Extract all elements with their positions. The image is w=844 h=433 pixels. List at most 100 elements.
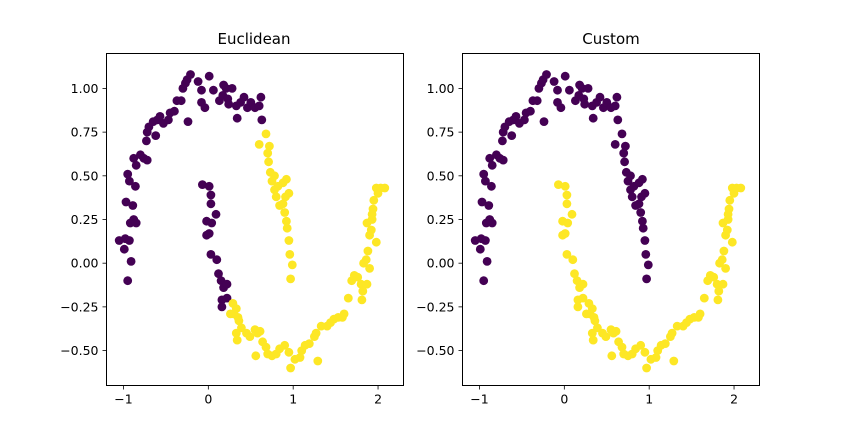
- euclidean-point-1-66: [264, 157, 273, 167]
- custom-point-1-25: [651, 353, 661, 362]
- euclidean-point-0-59: [204, 181, 214, 191]
- custom-point-1-8: [588, 335, 598, 345]
- custom-point-1-38: [695, 309, 705, 319]
- euclidean-point-0-66: [204, 229, 214, 238]
- euclidean-point-0-16: [142, 155, 152, 165]
- euclidean-point-0-51: [239, 92, 249, 102]
- custom-point-0-33: [539, 117, 549, 126]
- euclidean-point-1-74: [282, 216, 291, 226]
- custom-point-0-25: [520, 115, 529, 125]
- custom-point-0-38: [556, 103, 566, 113]
- custom-point-0-67: [634, 199, 644, 209]
- custom-point-0-78: [638, 174, 647, 184]
- euclidean-point-1-46: [361, 255, 371, 265]
- euclidean-point-1-44: [358, 286, 368, 296]
- custom-point-1-22: [640, 347, 650, 357]
- custom-point-1-13: [611, 326, 621, 336]
- custom-ytick-label-3: 0.25: [427, 212, 455, 227]
- euclidean-point-0-77: [126, 257, 136, 266]
- custom-ytick-label-4: 0.50: [427, 168, 455, 183]
- custom-point-1-1: [582, 309, 591, 319]
- custom-point-0-69: [638, 216, 647, 226]
- euclidean-point-1-17: [251, 351, 261, 361]
- euclidean-point-1-22: [284, 347, 294, 357]
- custom-point-0-40: [565, 85, 574, 95]
- euclidean-point-1-10: [245, 332, 255, 341]
- euclidean-point-0-27: [170, 106, 179, 116]
- custom-point-1-28: [660, 339, 670, 348]
- euclidean-point-1-38: [339, 309, 349, 319]
- custom-point-0-10: [487, 181, 496, 191]
- custom-points: [470, 70, 746, 373]
- custom-point-0-61: [620, 157, 629, 167]
- custom-point-0-80: [637, 192, 646, 202]
- euclidean-points: [114, 70, 390, 373]
- custom-point-0-39: [560, 71, 570, 81]
- euclidean-point-1-5: [234, 316, 244, 326]
- euclidean-point-1-72: [278, 199, 288, 209]
- euclidean-point-1-13: [255, 326, 265, 336]
- euclidean-xtick-label-1: 0: [204, 392, 212, 407]
- custom-title: Custom: [582, 30, 639, 48]
- custom-point-0-12: [487, 160, 497, 170]
- euclidean-point-0-35: [193, 77, 203, 86]
- custom-point-0-72: [641, 250, 651, 259]
- custom-point-1-52: [725, 195, 735, 205]
- custom-ticks: −1 0 1 2 −0.50 −0.25 0.00 0.25 0.50 0.75 1.00: [416, 81, 738, 407]
- euclidean-point-1-73: [280, 208, 290, 217]
- euclidean-point-0-60: [206, 190, 216, 200]
- euclidean-point-0-76: [123, 276, 133, 286]
- custom-point-0-35: [549, 77, 559, 86]
- custom-point-1-69: [558, 216, 567, 226]
- custom-point-1-57: [718, 279, 728, 289]
- euclidean-point-1-80: [270, 171, 279, 181]
- custom-ytick-label-6: 1.00: [427, 81, 455, 96]
- euclidean-point-0-6: [131, 218, 141, 228]
- custom-point-1-80: [573, 302, 583, 312]
- euclidean-point-1-79: [286, 274, 295, 284]
- euclidean-point-1-52: [369, 195, 379, 205]
- euclidean-xtick-label-2: 1: [289, 392, 297, 407]
- euclidean-point-1-49: [366, 225, 376, 235]
- euclidean-point-0-57: [257, 115, 267, 125]
- custom-xtick-label-1: 0: [560, 392, 568, 407]
- euclidean-point-0-46: [224, 99, 234, 109]
- custom-point-0-27: [526, 106, 535, 116]
- euclidean-point-0-13: [129, 153, 139, 163]
- custom-point-0-37: [553, 85, 562, 95]
- euclidean-point-1-59: [371, 237, 381, 247]
- euclidean-point-0-0: [119, 244, 129, 254]
- custom-point-1-72: [562, 250, 572, 259]
- custom-point-0-11: [479, 169, 489, 179]
- custom-point-1-17: [607, 351, 617, 361]
- custom-point-1-42: [709, 272, 719, 282]
- custom-point-0-17: [498, 136, 507, 146]
- euclidean-point-1-39: [343, 293, 353, 303]
- custom-point-0-29: [532, 96, 542, 106]
- euclidean-point-0-75: [217, 302, 227, 312]
- euclidean-point-0-74: [217, 295, 227, 305]
- custom-ytick-label-1: −0.25: [416, 299, 454, 314]
- custom-point-0-7: [484, 201, 494, 210]
- euclidean-point-1-8: [232, 335, 242, 345]
- euclidean-point-1-62: [357, 295, 367, 305]
- euclidean-ytick-label-5: 0.75: [71, 125, 99, 140]
- euclidean-point-0-68: [212, 255, 222, 265]
- custom-point-1-65: [562, 190, 572, 200]
- euclidean-point-0-3: [124, 236, 134, 245]
- custom-point-0-51: [595, 92, 605, 102]
- custom-point-1-56: [736, 183, 746, 193]
- custom-xtick-label-3: 2: [730, 392, 738, 407]
- euclidean-point-1-31: [313, 356, 323, 366]
- euclidean-xtick-label-0: −1: [114, 392, 132, 407]
- euclidean-point-1-47: [363, 246, 373, 256]
- custom-point-1-15: [617, 342, 627, 352]
- euclidean-panel: Euclidean −1 0 1 2 −0.50 −0.25 0.00 0.25 0.50 0.7…: [60, 30, 404, 407]
- custom-point-1-23: [642, 363, 651, 373]
- euclidean-point-1-78: [287, 260, 297, 270]
- euclidean-point-0-7: [128, 201, 138, 210]
- euclidean-point-0-29: [176, 96, 186, 106]
- custom-point-1-21: [636, 340, 646, 350]
- euclidean-ytick-label-0: −0.50: [60, 343, 98, 358]
